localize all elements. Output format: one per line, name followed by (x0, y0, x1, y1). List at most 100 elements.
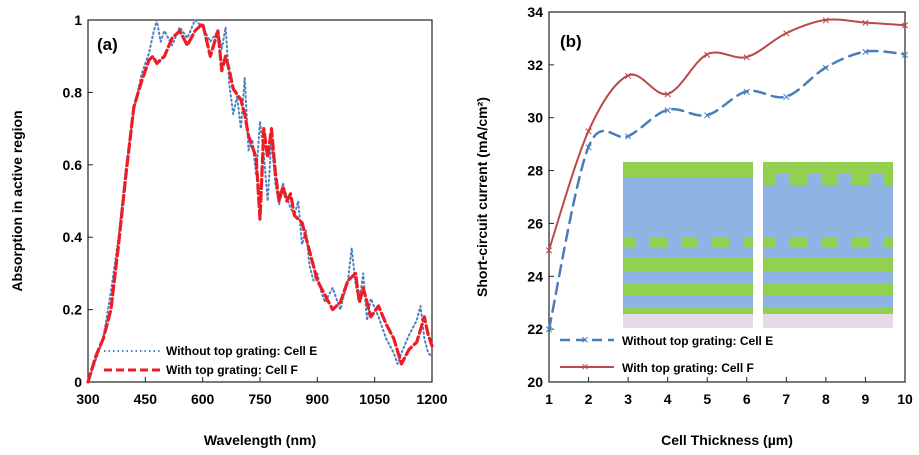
inset-cell-f (763, 162, 893, 328)
panel-label-b: (b) (560, 32, 582, 51)
panel-label-a: (a) (97, 35, 118, 54)
x-axis-label-b: Cell Thickness (µm) (661, 432, 793, 448)
legend-label-b-0: Without top grating: Cell E (622, 334, 773, 348)
y-axis-label-a: Absorption in active region (9, 110, 25, 291)
y-tick-label: 22 (527, 321, 543, 337)
cell-e-blue-bottom (623, 296, 753, 308)
x-tick-label: 8 (822, 391, 830, 407)
x-tick-label: 7 (782, 391, 790, 407)
cell-f-grating-1 (776, 237, 790, 248)
x-tick-label: 3 (624, 391, 632, 407)
x-tick-label: 1050 (359, 391, 390, 407)
series-1-point-4: × (703, 46, 711, 62)
series-0-point-3: × (664, 102, 672, 118)
cell-f-grating-4 (869, 237, 883, 248)
x-tick-label: 750 (248, 391, 272, 407)
series-1-point-5: × (743, 49, 751, 65)
series-lines-a (86, 19, 434, 384)
series-1-point-9: × (901, 17, 909, 33)
x-tick-label: 10 (897, 391, 913, 407)
y-tick-label: 0.2 (63, 302, 83, 318)
series-1-point-0: × (545, 242, 553, 258)
x-tick-label: 2 (585, 391, 593, 407)
cell-e-grating-2 (667, 237, 681, 248)
x-tick-label: 450 (134, 391, 158, 407)
y-tick-label: 26 (527, 215, 543, 231)
inset-cell-e (623, 162, 753, 328)
x-tick-label: 4 (664, 391, 672, 407)
cell-e-blue-body (623, 177, 753, 237)
series-0-point-0: × (545, 321, 553, 337)
series-0-point-2: × (624, 128, 632, 144)
y-tick-label: 0.8 (63, 84, 83, 100)
y-ticks-b: 20 22 24 26 28 30 32 34 (527, 4, 554, 390)
series-0-point-7: × (822, 60, 830, 76)
y-axis-label-b: Short-circuit current (mA/cm²) (474, 97, 490, 297)
cell-f-blue-low (763, 272, 893, 284)
y-tick-label: 28 (527, 163, 543, 179)
cell-e-grating-4 (729, 237, 743, 248)
cell-f-top-grating-1 (776, 173, 790, 185)
series-0-point-6: × (782, 89, 790, 105)
cell-e-grating-3 (698, 237, 712, 248)
x-tick-label: 1200 (416, 391, 447, 407)
cell-f-substrate (763, 314, 893, 328)
cell-f-blue-mid (763, 248, 893, 258)
cell-f-grating-3 (838, 237, 852, 248)
y-tick-label: 0.4 (63, 229, 83, 245)
series-0-point-1: × (584, 139, 592, 155)
y-tick-label: 20 (527, 374, 543, 390)
y-tick-label: 30 (527, 110, 543, 126)
x-ticks-b: 1 2 3 4 5 6 7 8 9 10 (545, 377, 913, 407)
y-tick-label: 24 (527, 268, 543, 284)
y-tick-label: 0 (74, 374, 82, 390)
x-tick-label: 600 (191, 391, 215, 407)
cell-e-blue-low (623, 272, 753, 284)
cell-e-substrate (623, 314, 753, 328)
y-tick-label: 34 (527, 4, 543, 20)
legend-b: × Without top grating: Cell E × With top… (560, 332, 773, 375)
series-1-point-7: × (822, 12, 830, 28)
series-1-point-2: × (624, 67, 632, 83)
x-tick-label: 6 (743, 391, 751, 407)
series-0-point-5: × (743, 83, 751, 99)
legend-marker-b-0: × (581, 332, 589, 347)
series-0-point-4: × (703, 107, 711, 123)
series-line-0 (547, 49, 907, 331)
x-ticks-a: 300 450 600 750 900 1050 1200 (76, 377, 448, 407)
y-ticks-a: 0 0.2 0.4 0.6 0.8 1 (63, 12, 93, 390)
x-tick-label: 9 (862, 391, 870, 407)
cell-f-blue-bottom (763, 296, 893, 308)
x-tick-label: 5 (703, 391, 711, 407)
series-1-point-3: × (664, 86, 672, 102)
legend-label-a-1: With top grating: Cell F (166, 363, 298, 377)
cell-f-grating-2 (807, 237, 821, 248)
cell-f-top-grating-4 (869, 173, 883, 185)
legend-label-a-0: Without top grating: Cell E (166, 344, 317, 358)
cell-f-blue-body (763, 185, 893, 237)
legend-a: Without top grating: Cell E With top gra… (104, 344, 317, 377)
x-tick-label: 1 (545, 391, 553, 407)
legend-label-b-1: With top grating: Cell F (622, 361, 754, 375)
series-line-1 (548, 18, 906, 251)
x-tick-label: 300 (76, 391, 100, 407)
series-line-1 (86, 22, 434, 384)
series-lines-b: ×××× ×× ××× ×××××× ××× × × (545, 12, 909, 337)
series-0-point-9: × (901, 46, 909, 62)
series-1-point-6: × (782, 25, 790, 41)
cell-e-blue-mid (623, 248, 753, 258)
series-1-point-8: × (861, 15, 869, 31)
y-tick-label: 0.6 (63, 157, 83, 173)
x-tick-label: 900 (306, 391, 330, 407)
series-0-point-8: × (861, 44, 869, 60)
cell-f-top-grating-2 (807, 173, 821, 185)
panel-a: 0 0.2 0.4 0.6 0.8 1 300 450 600 750 900 1050 1200 (… (9, 12, 448, 448)
y-tick-label: 32 (527, 57, 543, 73)
x-axis-label-a: Wavelength (nm) (204, 432, 316, 448)
cell-e-grating-1 (636, 237, 650, 248)
cell-f-top-grating-3 (838, 173, 852, 185)
legend-marker-b-1: × (581, 359, 589, 374)
